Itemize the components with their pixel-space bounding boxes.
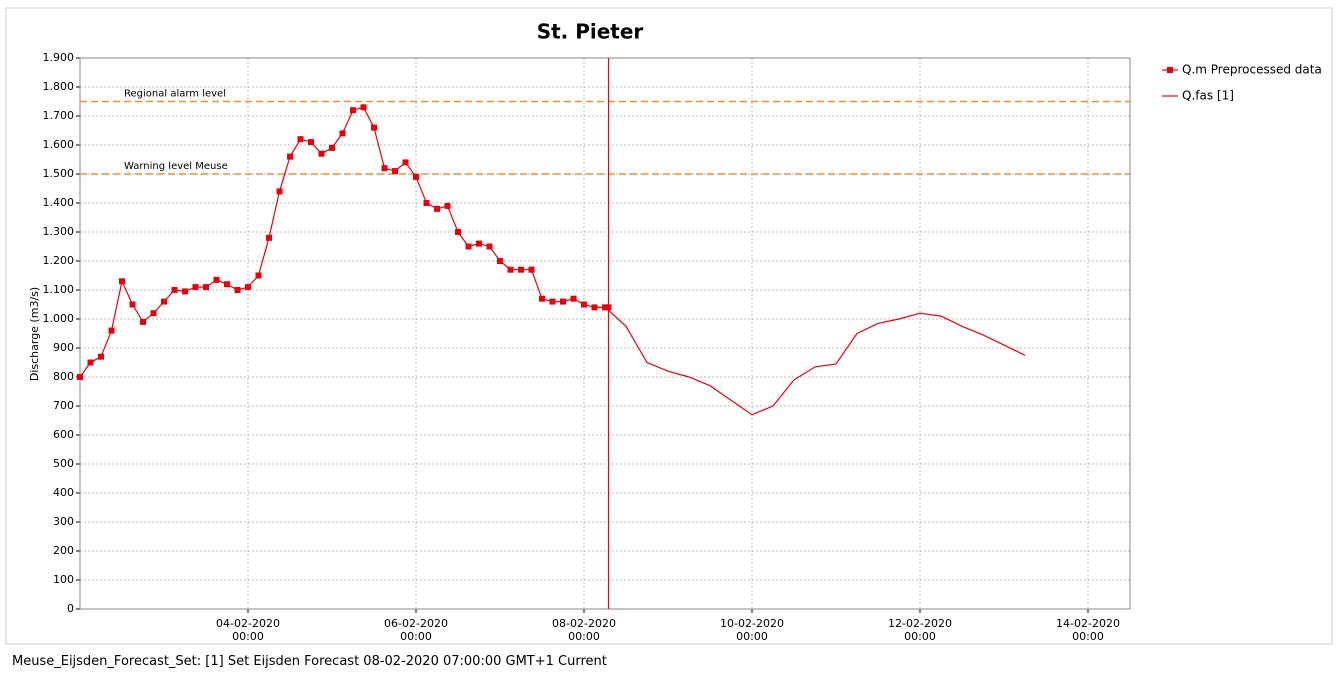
data-point bbox=[570, 295, 577, 302]
data-point bbox=[581, 301, 587, 308]
legend-label: Q.fas [1] bbox=[1182, 89, 1234, 103]
y-tick-label: 1.400 bbox=[43, 196, 75, 209]
y-tick-label: 500 bbox=[53, 457, 74, 470]
y-tick-label: 700 bbox=[53, 399, 74, 412]
x-tick-label: 06-02-2020 00:00 bbox=[384, 617, 448, 643]
y-tick-label: 900 bbox=[53, 341, 74, 354]
data-point bbox=[308, 139, 314, 146]
data-point bbox=[423, 200, 430, 206]
data-point bbox=[87, 359, 94, 366]
data-point bbox=[486, 243, 493, 250]
data-point bbox=[392, 168, 398, 175]
series-line bbox=[608, 309, 1026, 416]
y-tick-label: 1.600 bbox=[43, 138, 75, 151]
y-tick-label: 1.800 bbox=[43, 80, 75, 93]
y-tick-label: 100 bbox=[53, 573, 74, 586]
frame bbox=[5, 7, 1333, 645]
y-tick-label: 1.300 bbox=[43, 225, 75, 238]
y-tick-label: 1.200 bbox=[43, 254, 75, 267]
data-point bbox=[192, 284, 199, 291]
data-point bbox=[297, 136, 304, 143]
data-point bbox=[455, 229, 461, 235]
y-tick-label: 300 bbox=[53, 515, 74, 528]
y-tick-label: 1.700 bbox=[43, 109, 75, 122]
data-point bbox=[381, 165, 388, 172]
data-point bbox=[161, 298, 167, 305]
data-point bbox=[108, 327, 115, 334]
data-point bbox=[318, 150, 325, 157]
legend-marker bbox=[1167, 67, 1173, 73]
plot-area bbox=[79, 57, 1131, 610]
y-tick-label: 0 bbox=[67, 602, 74, 615]
footer-text: Meuse_Eijsden_Forecast_Set: [1] Set Eijs… bbox=[12, 654, 607, 669]
data-point bbox=[507, 266, 514, 273]
data-point bbox=[591, 304, 598, 311]
data-point bbox=[465, 243, 472, 250]
data-point bbox=[560, 298, 566, 305]
y-tick-label: 400 bbox=[53, 486, 74, 499]
data-point bbox=[266, 234, 272, 241]
data-point bbox=[150, 310, 157, 317]
data-point bbox=[234, 287, 241, 293]
data-point bbox=[434, 205, 440, 212]
data-point bbox=[350, 107, 356, 114]
x-tick-label: 04-02-2020 00:00 bbox=[216, 617, 280, 643]
data-point bbox=[98, 353, 104, 360]
y-tick-label: 800 bbox=[53, 370, 74, 383]
data-point bbox=[339, 130, 346, 137]
reference-label: Warning level Meuse bbox=[124, 161, 228, 172]
data-point bbox=[360, 104, 367, 111]
data-point bbox=[413, 173, 419, 180]
data-point bbox=[213, 276, 220, 283]
x-tick-label: 08-02-2020 00:00 bbox=[552, 617, 616, 643]
data-point bbox=[476, 240, 482, 247]
y-tick-label: 1.500 bbox=[43, 167, 75, 180]
data-point bbox=[255, 272, 262, 279]
y-tick-label: 600 bbox=[53, 428, 74, 441]
data-point bbox=[119, 278, 125, 285]
data-point bbox=[287, 153, 293, 160]
reference-label: Regional alarm level bbox=[124, 89, 226, 100]
y-tick-label: 1.000 bbox=[43, 312, 75, 325]
data-point bbox=[539, 295, 545, 302]
data-point bbox=[497, 258, 503, 264]
y-tick-label: 1.100 bbox=[43, 283, 75, 296]
data-point bbox=[528, 266, 535, 273]
x-tick-label: 12-02-2020 00:00 bbox=[888, 617, 952, 643]
data-point bbox=[129, 301, 136, 308]
y-tick-label: 200 bbox=[53, 544, 74, 557]
series-line bbox=[79, 106, 609, 378]
data-point bbox=[276, 188, 283, 195]
data-point bbox=[77, 374, 83, 380]
data-point bbox=[602, 304, 608, 311]
y-tick-label: 1.900 bbox=[43, 51, 75, 64]
y-axis-label: Discharge (m3/s) bbox=[28, 287, 41, 381]
data-point bbox=[140, 318, 146, 325]
data-point bbox=[549, 298, 556, 305]
data-point bbox=[371, 124, 377, 131]
data-point bbox=[329, 144, 335, 151]
data-point bbox=[171, 287, 178, 293]
x-tick-label: 10-02-2020 00:00 bbox=[720, 617, 784, 643]
legend-label: Q.m Preprocessed data bbox=[1182, 63, 1322, 77]
x-tick-label: 14-02-2020 00:00 bbox=[1056, 617, 1120, 643]
data-point bbox=[444, 202, 451, 209]
data-point bbox=[245, 284, 251, 291]
data-point bbox=[402, 159, 409, 166]
data-point bbox=[203, 284, 209, 291]
data-point bbox=[224, 281, 230, 288]
data-point bbox=[518, 266, 524, 273]
chart-title: St. Pieter bbox=[537, 20, 644, 44]
data-point bbox=[182, 288, 188, 295]
